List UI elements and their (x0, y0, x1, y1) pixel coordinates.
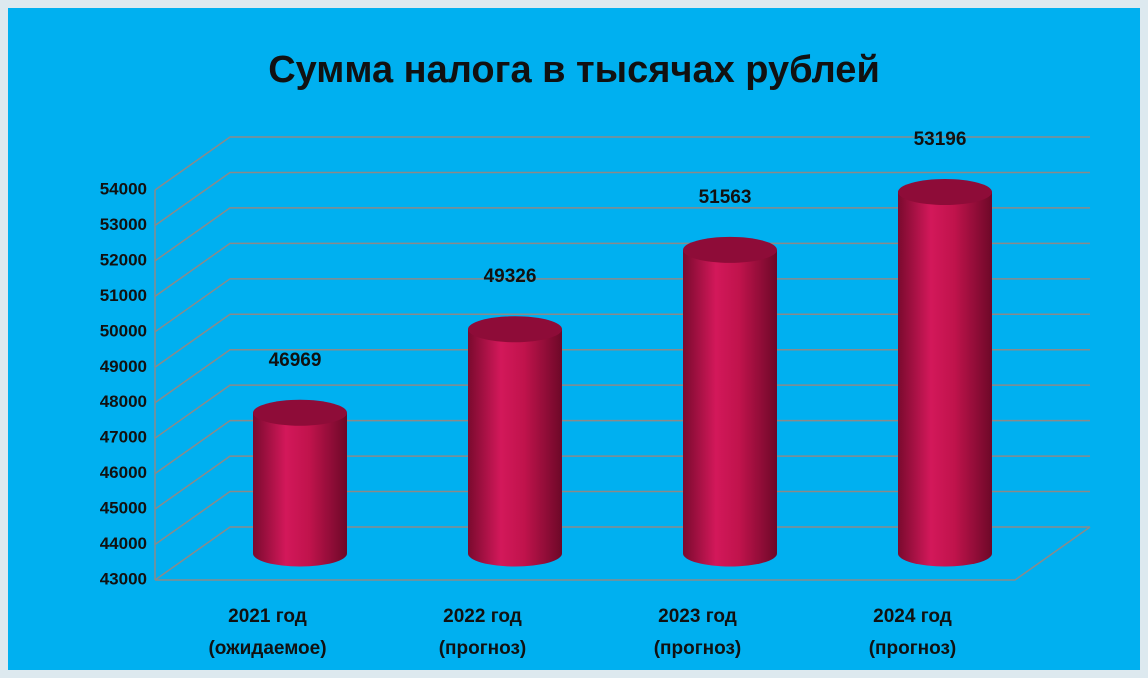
bar (253, 412, 347, 567)
y-tick-label: 51000 (100, 286, 147, 305)
grid-line (154, 171, 1090, 227)
floor (155, 526, 1091, 581)
grid-line (154, 278, 1090, 333)
x-tick-label: 2022 год (прогноз) (438, 606, 527, 659)
x-tick-label: 2024 год (прогноз) (868, 606, 957, 659)
y-tick-label: 45000 (100, 499, 147, 518)
x-tick-label: 2021 год (ожидаемое) (208, 606, 327, 659)
x-tick-label: 2023 год (прогноз) (653, 606, 742, 659)
grid-line (154, 207, 1090, 262)
grid-line (154, 490, 1090, 546)
value-label: 53196 (914, 129, 967, 150)
y-tick-label: 47000 (100, 428, 147, 447)
y-tick-label: 49000 (100, 357, 147, 376)
grid-line (154, 419, 1090, 475)
y-tick-label: 54000 (100, 179, 147, 198)
bar (898, 192, 992, 567)
y-tick-label: 46000 (100, 463, 147, 482)
grid-line (154, 242, 1090, 297)
y-tick-label: 52000 (100, 250, 147, 269)
value-label: 49326 (484, 266, 537, 287)
bar-top (898, 179, 992, 206)
grid-line (154, 384, 1090, 439)
y-tick-label: 50000 (100, 321, 147, 340)
y-tick-label: 43000 (100, 569, 147, 588)
grid-line (154, 455, 1090, 510)
value-label: 46969 (269, 350, 322, 371)
y-tick-label: 44000 (100, 534, 147, 553)
y-tick-label: 53000 (100, 215, 147, 234)
grid-line (154, 348, 1090, 404)
grid-line (154, 526, 1090, 581)
bar-top (468, 316, 562, 343)
bar-top (683, 236, 777, 263)
bar (683, 249, 777, 567)
chart-title: Сумма налога в тысячах рублей (268, 49, 880, 91)
bar (468, 329, 562, 567)
grid-line (154, 313, 1090, 368)
grid-line (154, 136, 1090, 191)
y-tick-label: 48000 (100, 392, 147, 411)
bar-top (253, 399, 347, 426)
value-label: 51563 (699, 187, 752, 208)
